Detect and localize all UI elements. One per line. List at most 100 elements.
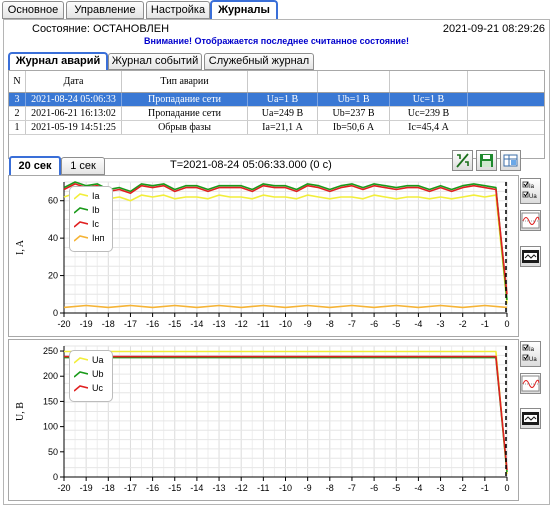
row-type: Пропадание сети — [122, 93, 248, 106]
selected-time-label: T=2021-08-24 05:06:33.000 (0 c) — [170, 159, 332, 171]
x-tick-label: -12 — [235, 483, 248, 493]
current-scale-button[interactable] — [520, 246, 541, 267]
save-button[interactable] — [476, 150, 497, 171]
column-header-value-2 — [318, 71, 390, 92]
current-waveform-button[interactable] — [520, 210, 541, 231]
x-tick-label: -8 — [326, 319, 334, 329]
x-tick-label: 0 — [504, 483, 509, 493]
tab-control[interactable]: Управление — [66, 1, 144, 19]
row-number: 3 — [9, 93, 26, 106]
y-tick-label: 60 — [48, 196, 58, 206]
y-tick-label: 0 — [53, 308, 58, 318]
row-date: 2021-06-21 16:13:02 — [26, 107, 122, 120]
table-view-button[interactable] — [500, 150, 521, 171]
row-value-3: Uc=239 В — [390, 107, 468, 120]
svg-text:Ia: Ia — [529, 184, 535, 190]
series-line-uc — [64, 355, 508, 470]
column-header-extra — [468, 71, 543, 92]
tab-service-journal[interactable]: Служебный журнал — [204, 53, 314, 70]
column-header-n: N — [9, 71, 26, 92]
y-axis-label: I, A — [15, 239, 26, 255]
x-tick-label: -18 — [102, 319, 115, 329]
x-tick-label: -17 — [124, 319, 137, 329]
x-tick-label: -7 — [348, 483, 356, 493]
tab-event-journal[interactable]: Журнал событий — [108, 53, 202, 70]
row-value-2: Ib=50,6 А — [318, 121, 390, 134]
table-view-icon — [503, 154, 518, 167]
x-tick-label: -13 — [213, 319, 226, 329]
x-tick-label: 0 — [504, 319, 509, 329]
row-value-2: Ub=1 В — [318, 93, 390, 106]
series-line-ia — [63, 192, 508, 304]
x-tick-label: -2 — [459, 483, 467, 493]
voltage-scale-button[interactable] — [520, 408, 541, 429]
stale-data-warning: Внимание! Отображается последнее считанн… — [144, 36, 409, 46]
percent-button[interactable] — [452, 150, 473, 171]
tab-alarm-journal[interactable]: Журнал аварий — [8, 52, 108, 70]
voltage-waveform-button[interactable] — [520, 373, 541, 394]
table-row[interactable]: 1 2021-05-19 14:51:25 Обрыв фазы Ia=21,1… — [9, 121, 544, 135]
percent-icon — [456, 153, 469, 168]
x-tick-label: -20 — [57, 483, 70, 493]
range-1s-button[interactable]: 1 сек — [61, 157, 105, 175]
x-tick-label: -20 — [57, 319, 70, 329]
x-tick-label: -11 — [257, 319, 269, 329]
scale-icon — [522, 250, 539, 263]
y-axis-label: U, В — [15, 402, 26, 421]
y-tick-label: 150 — [43, 396, 58, 406]
x-tick-label: -10 — [279, 483, 292, 493]
device-datetime: 2021-09-21 08:29:26 — [442, 23, 545, 35]
tab-settings[interactable]: Настройка — [146, 1, 210, 19]
y-tick-label: 200 — [43, 371, 58, 381]
table-row[interactable]: 3 2021-08-24 05:06:33 Пропадание сети Ua… — [9, 93, 544, 107]
x-tick-label: -15 — [168, 483, 181, 493]
y-tick-label: 0 — [53, 472, 58, 482]
x-tick-label: -14 — [190, 483, 203, 493]
y-tick-label: 40 — [48, 233, 58, 243]
x-tick-label: -6 — [370, 483, 378, 493]
x-tick-label: -9 — [304, 483, 312, 493]
column-header-value-1 — [248, 71, 318, 92]
voltage-chart-legend: Ua Ub Uc — [69, 350, 113, 402]
row-value-1: Ia=21,1 А — [248, 121, 318, 134]
x-tick-label: -5 — [392, 483, 400, 493]
x-tick-label: -9 — [304, 319, 312, 329]
range-20s-button[interactable]: 20 сек — [9, 156, 61, 175]
journals-panel: Состояние: ОСТАНОВЛЕН 2021-09-21 08:29:2… — [3, 19, 550, 505]
x-tick-label: -19 — [80, 483, 93, 493]
voltage-chart: 0 50 100 150 200 250 -20 -19 -18 -17 -16 -15 -14 -13-… — [8, 339, 519, 501]
x-tick-label: -13 — [213, 483, 226, 493]
scale-icon — [522, 412, 539, 425]
row-value-1: Ua=1 В — [248, 93, 318, 106]
x-tick-label: -16 — [146, 483, 159, 493]
x-tick-label: -3 — [437, 319, 445, 329]
current-series-toggle-button[interactable]: Ia Ua — [520, 178, 541, 204]
voltage-series-toggle-button[interactable]: Ia Ua — [520, 341, 541, 367]
tab-journals[interactable]: Журналы — [210, 0, 278, 20]
x-tick-label: -16 — [146, 319, 159, 329]
alarm-journal-table: N Дата Тип аварии 3 2021-08-24 05:06:33 … — [8, 70, 545, 159]
x-tick-label: -2 — [459, 319, 467, 329]
row-type: Пропадание сети — [122, 107, 248, 120]
svg-text:Ia: Ia — [529, 347, 535, 353]
row-value-2: Ub=237 В — [318, 107, 390, 120]
x-tick-label: -18 — [102, 483, 115, 493]
y-tick-label: 50 — [48, 447, 58, 457]
column-header-type: Тип аварии — [122, 71, 248, 92]
table-header: N Дата Тип аварии — [9, 71, 544, 93]
main-tab-bar: Основное Управление Настройка Журналы — [0, 0, 551, 20]
row-number: 2 — [9, 107, 26, 120]
column-header-date: Дата — [26, 71, 122, 92]
row-date: 2021-05-19 14:51:25 — [26, 121, 122, 134]
x-tick-label: -17 — [124, 483, 137, 493]
row-value-1: Ua=249 В — [248, 107, 318, 120]
x-tick-label: -14 — [190, 319, 203, 329]
column-header-value-3 — [390, 71, 468, 92]
x-tick-label: -8 — [326, 483, 334, 493]
tab-main[interactable]: Основное — [2, 1, 64, 19]
series-line-iнп — [63, 304, 508, 309]
table-row[interactable]: 2 2021-06-21 16:13:02 Пропадание сети Ua… — [9, 107, 544, 121]
x-tick-label: -12 — [235, 319, 248, 329]
row-type: Обрыв фазы — [122, 121, 248, 134]
